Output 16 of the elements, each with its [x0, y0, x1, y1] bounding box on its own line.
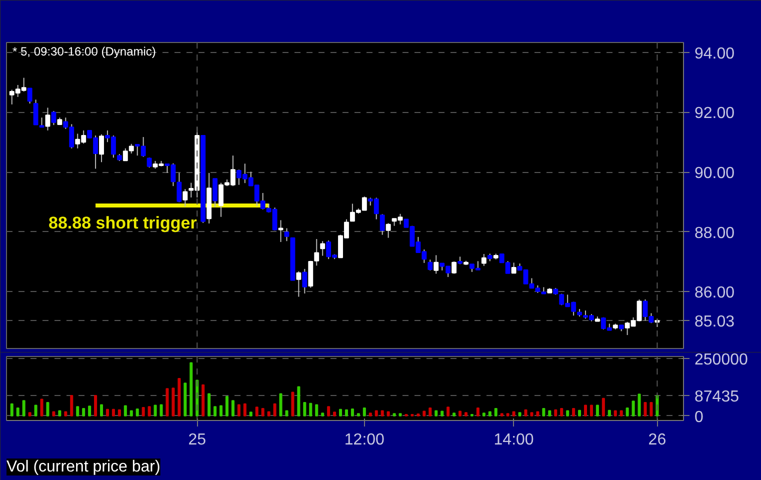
y-tick-label: 87435: [694, 388, 740, 406]
x-tick-label: 26: [648, 432, 666, 448]
y-tick-label: 94.00: [694, 45, 735, 62]
x-tick-label: 25: [188, 432, 206, 448]
x-tick-label: 14:00: [494, 432, 534, 448]
chart-title: * 5, 09:30-16:00 (Dynamic): [12, 44, 156, 58]
annotation: 88.88 short trigger: [48, 214, 198, 233]
y-tick-label: 0: [694, 408, 704, 426]
text: Vol (current price bar): [6, 458, 160, 476]
y-tick-label: 92.00: [694, 105, 735, 122]
y-tick-label: 86.00: [694, 284, 735, 302]
y-tick-label: 88.00: [694, 224, 735, 242]
y-tick-label: 90.00: [694, 165, 735, 182]
x-tick-label: 12:00: [344, 432, 385, 448]
y-tick-label: 85.03: [694, 314, 735, 331]
y-tick-label: 250000: [694, 352, 748, 368]
